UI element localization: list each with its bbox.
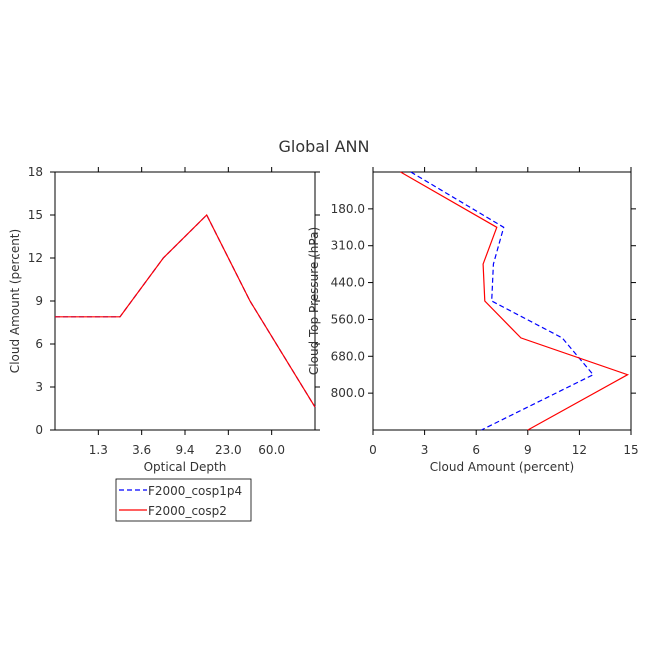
right-axis-ticks: 0 3 6 9 12 15 180.0 310.0 440.0 560.0 680.0 800.0 xyxy=(331,167,639,457)
left-y-tick-label: 12 xyxy=(28,251,43,265)
left-y-tick-label: 3 xyxy=(35,380,43,394)
right-x-tick-label: 3 xyxy=(421,443,429,457)
right-x-axis-label: Cloud Amount (percent) xyxy=(430,460,574,474)
left-y-tick-label: 15 xyxy=(28,208,43,222)
left-panel: 0 3 6 9 12 15 18 1.3 3.6 9.4 23.0 60.0 Optical Dept… xyxy=(8,165,320,474)
left-plot-frame xyxy=(54,171,316,431)
left-y-tick-label: 0 xyxy=(35,423,43,437)
right-y-tick-label: 310.0 xyxy=(331,239,365,253)
right-x-tick-label: 12 xyxy=(572,443,587,457)
left-series-lines xyxy=(55,213,316,408)
left-x-tick-label: 60.0 xyxy=(258,443,285,457)
right-y-tick-label: 560.0 xyxy=(331,312,365,326)
left-y-tick-label: 6 xyxy=(35,337,43,351)
right-y-tick-label: 180.0 xyxy=(331,202,365,216)
right-x-tick-label: 15 xyxy=(623,443,638,457)
right-series-line xyxy=(400,171,630,431)
left-axis-ticks: 0 3 6 9 12 15 18 1.3 3.6 9.4 23.0 60.0 xyxy=(28,165,320,457)
left-x-tick-label: 1.3 xyxy=(89,443,108,457)
left-y-axis-label: Cloud Amount (percent) xyxy=(8,229,22,373)
right-series-line xyxy=(410,171,595,431)
left-series-line xyxy=(55,213,316,408)
left-y-tick-label: 18 xyxy=(28,165,43,179)
legend-label-cosp2: F2000_cosp2 xyxy=(148,504,227,518)
left-series-line xyxy=(55,213,316,408)
right-y-tick-label: 680.0 xyxy=(331,349,365,363)
right-x-tick-label: 9 xyxy=(524,443,532,457)
legend-label-cosp1p4: F2000_cosp1p4 xyxy=(148,484,242,498)
right-y-axis-label: Cloud Top Pressure (hPa) xyxy=(307,227,321,375)
right-x-tick-label: 0 xyxy=(369,443,377,457)
chart-title: Global ANN xyxy=(278,137,369,156)
legend: F2000_cosp1p4 F2000_cosp2 xyxy=(115,478,252,522)
right-y-tick-label: 440.0 xyxy=(331,276,365,290)
left-x-tick-label: 9.4 xyxy=(175,443,194,457)
right-series-lines xyxy=(400,171,630,431)
legend-box xyxy=(115,478,252,522)
right-y-tick-label: 800.0 xyxy=(331,386,365,400)
left-x-tick-label: 23.0 xyxy=(215,443,242,457)
right-x-tick-label: 6 xyxy=(472,443,480,457)
left-x-tick-label: 3.6 xyxy=(132,443,151,457)
left-y-tick-label: 9 xyxy=(35,294,43,308)
right-panel: 0 3 6 9 12 15 180.0 310.0 440.0 560.0 680.0 800.0 C… xyxy=(307,167,639,474)
left-x-axis-label: Optical Depth xyxy=(144,460,227,474)
right-plot-frame xyxy=(372,171,632,431)
